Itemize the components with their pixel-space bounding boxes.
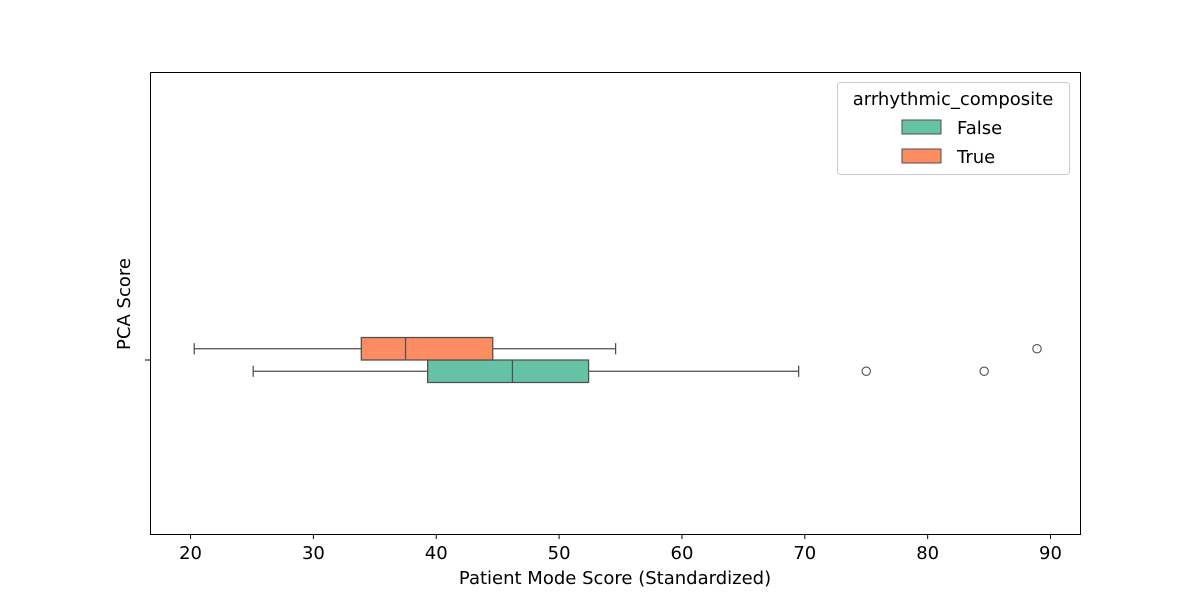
- legend-swatch-true: [901, 148, 942, 164]
- legend-title: arrhythmic_composite: [853, 89, 1054, 110]
- x-tick-label: 50: [548, 543, 571, 564]
- x-tick-label: 40: [425, 543, 448, 564]
- outlier-point: [1032, 343, 1042, 354]
- legend-label-false: False: [957, 118, 1002, 139]
- legend-label-true: True: [956, 147, 995, 168]
- x-tick-label: 20: [179, 543, 202, 564]
- box-group-false: [252, 359, 989, 384]
- outlier-point: [979, 366, 989, 376]
- legend: arrhythmic_composite False True: [837, 82, 1070, 175]
- box-true: [360, 336, 494, 361]
- x-tick-label: 30: [302, 543, 325, 564]
- outlier-point: [861, 366, 871, 376]
- y-axis-label: PCA Score: [114, 258, 135, 350]
- box-marks: [193, 336, 1042, 384]
- x-axis-label: Patient Mode Score (Standardized): [459, 568, 771, 589]
- x-tick-label: 80: [916, 543, 939, 564]
- x-tick-label: 90: [1039, 543, 1062, 564]
- box-false: [427, 359, 590, 384]
- x-axis: 20 30 40 50 60 70 80 90: [179, 534, 1062, 564]
- legend-swatch-false: [901, 119, 942, 135]
- x-tick-label: 70: [793, 543, 816, 564]
- x-tick-label: 60: [671, 543, 694, 564]
- box-group-true: [193, 336, 1042, 361]
- legend-frame: [837, 82, 1070, 175]
